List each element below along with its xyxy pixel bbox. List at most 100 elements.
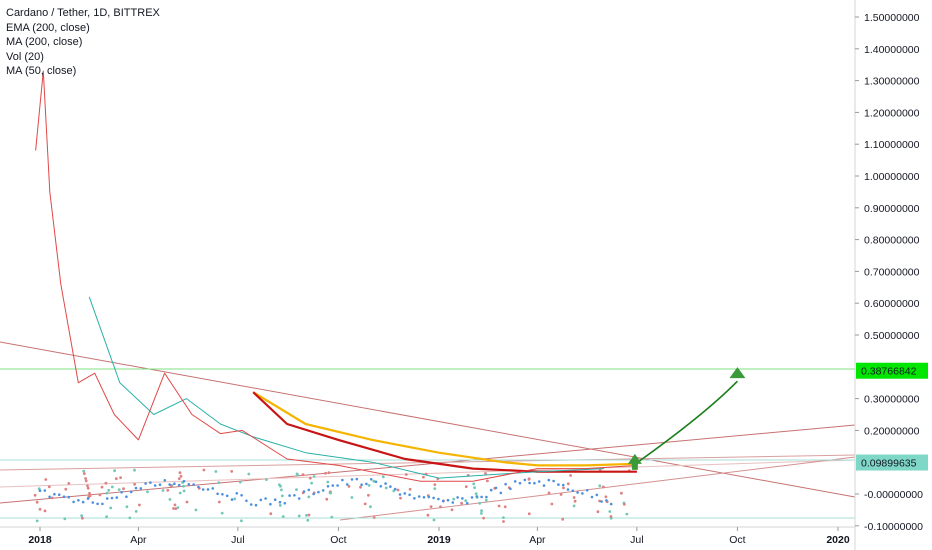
volume-dot (310, 481, 313, 485)
volume-dot (109, 506, 113, 510)
volume-dot (280, 488, 283, 492)
volume-dot (107, 488, 111, 492)
volume-dot (128, 516, 132, 520)
legend-ema: EMA (200, close) (6, 21, 90, 34)
volume-dot (166, 488, 170, 492)
vol-ma-dot (211, 487, 215, 490)
vol-ma-dot (389, 485, 392, 488)
vol-ma-dot (384, 482, 387, 485)
volume-dot (367, 493, 370, 497)
volume-dot (194, 508, 198, 512)
volume-dot (172, 507, 175, 510)
volume-dot (363, 502, 367, 506)
vol-ma-dot (139, 487, 143, 490)
volume-dot (67, 482, 71, 485)
volume-dot (502, 520, 505, 523)
vol-ma-dot (225, 494, 229, 498)
volume-dot (596, 510, 600, 514)
vol-ma-dot (427, 495, 431, 499)
y-axis[interactable]: 1.50000000 1.40000000 1.30000000 1.20000000… (854, 0, 923, 550)
vol-ma-dot (192, 483, 195, 486)
vol-ma-dot (177, 483, 181, 487)
y-tick-label: 1.20000000 (864, 107, 920, 119)
volume-dot (330, 515, 334, 519)
y-tick-label: 0.90000000 (864, 203, 920, 215)
vol-ma-dot (417, 495, 421, 498)
vol-ma-dot (331, 484, 335, 487)
y-tick-label: 0.50000000 (864, 330, 920, 342)
vol-ma-dot (326, 485, 330, 488)
y-tick-label: 0.60000000 (864, 298, 920, 310)
series-line (252, 391, 637, 467)
volume-dot (622, 502, 626, 506)
vol-ma-dot (249, 503, 253, 506)
vol-ma-dot (201, 488, 205, 491)
volume-dot (84, 479, 88, 483)
series-line (88, 296, 605, 479)
volume-dot (433, 483, 437, 486)
vol-ma-dot (518, 481, 522, 485)
volume-dot (38, 507, 42, 511)
vol-ma-dot (254, 503, 258, 507)
volume-dot (179, 474, 183, 478)
volume-dot (326, 480, 330, 484)
arrow-head-icon (729, 367, 746, 379)
vol-ma-dot (62, 495, 66, 499)
volume-dot (429, 505, 433, 508)
volume-dot (43, 509, 47, 513)
vol-ma-dot (446, 498, 450, 502)
x-axis[interactable]: 2018 Apr Jul Oct 2019 Apr Jul Oct 2020 (0, 526, 855, 546)
y-tick-label: 1.10000000 (864, 139, 920, 151)
volume-dot (279, 484, 282, 488)
volume-dot (372, 516, 376, 519)
vol-ma-dot (398, 493, 402, 496)
y-tick-label: 0.20000000 (864, 425, 920, 437)
volume-dot (110, 485, 114, 489)
vol-ma-dot (91, 501, 95, 504)
volume-dot (325, 497, 329, 501)
volume-dot (138, 503, 141, 507)
vol-ma-dot (57, 493, 61, 497)
up-marker-icon (627, 453, 642, 464)
volume-dot (295, 488, 298, 491)
vol-ma-dot (441, 499, 445, 503)
legend-title: Cardano / Tether, 1D, BITTREX (6, 7, 160, 19)
volume-dot (146, 490, 149, 494)
y-tick-label: -0.10000000 (864, 521, 923, 533)
vol-ma-dot (240, 494, 243, 497)
vol-ma-dot (470, 496, 474, 499)
vol-ma-dot (81, 500, 85, 504)
legend-ma: MA (200, close) (6, 36, 83, 48)
vol-ma-dot (480, 495, 483, 499)
vol-ma-dot (494, 486, 498, 490)
volume-dot (240, 519, 243, 523)
volume-dot (572, 496, 576, 499)
vol-ma-dot (38, 489, 42, 493)
vol-ma-dot (609, 502, 613, 506)
volume-dot (81, 516, 84, 520)
volume-dot (134, 510, 138, 513)
vol-ma-dot (312, 492, 315, 496)
vol-ma-dot (158, 483, 162, 487)
volume-dot (609, 515, 613, 518)
y-tick-label: 1.30000000 (864, 76, 920, 88)
vol-ma-dot (125, 495, 128, 499)
vol-ma-dot (345, 483, 349, 486)
volume-dot (265, 478, 268, 481)
x-tick-label: 2020 (826, 534, 850, 546)
volume-dot (297, 514, 301, 518)
volume-dot (502, 516, 505, 519)
volume-dot (176, 506, 180, 509)
vol-ma-dot (293, 494, 296, 497)
vol-ma-dot (456, 496, 459, 499)
y-tick-label: -0.00000000 (864, 489, 923, 501)
volume-dot (484, 498, 488, 502)
vol-ma-dot (120, 490, 123, 494)
trend-line (339, 456, 856, 521)
vol-ma-dot (134, 486, 138, 490)
volume-dot (384, 486, 388, 490)
volume-dot (105, 491, 109, 495)
volume-dot (301, 473, 305, 477)
volume-dot (295, 472, 299, 476)
